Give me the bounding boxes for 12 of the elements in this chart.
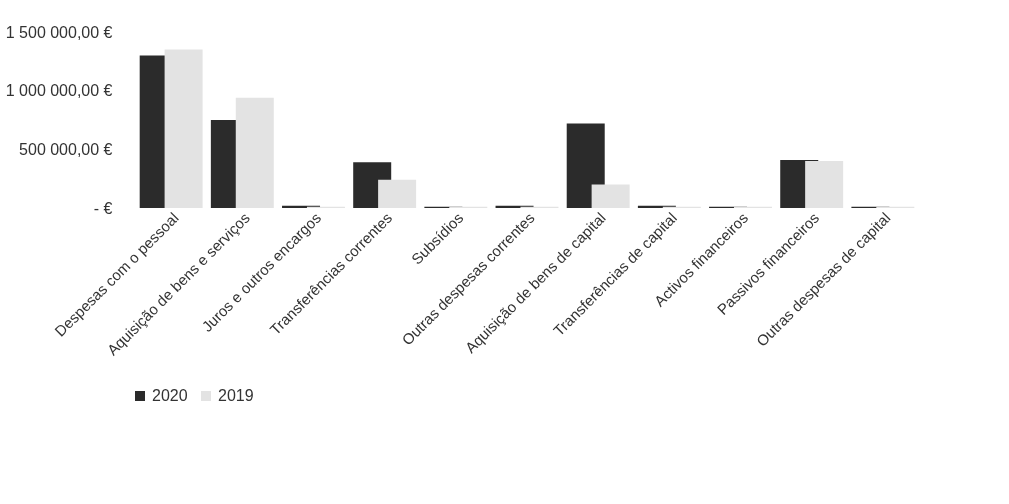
y-tick-label: 1 500 000,00 € [5, 23, 113, 41]
bar [566, 123, 605, 208]
bar [164, 49, 203, 208]
bar [378, 179, 417, 208]
bar [235, 97, 274, 208]
y-tick-label: - € [93, 199, 113, 217]
legend-label: 2019 [218, 387, 254, 404]
bar [805, 161, 844, 208]
bar [591, 184, 630, 208]
y-tick-label: 1 000 000,00 € [5, 82, 113, 100]
legend-label: 2020 [152, 387, 188, 404]
y-tick-label: 500 000,00 € [19, 140, 113, 158]
